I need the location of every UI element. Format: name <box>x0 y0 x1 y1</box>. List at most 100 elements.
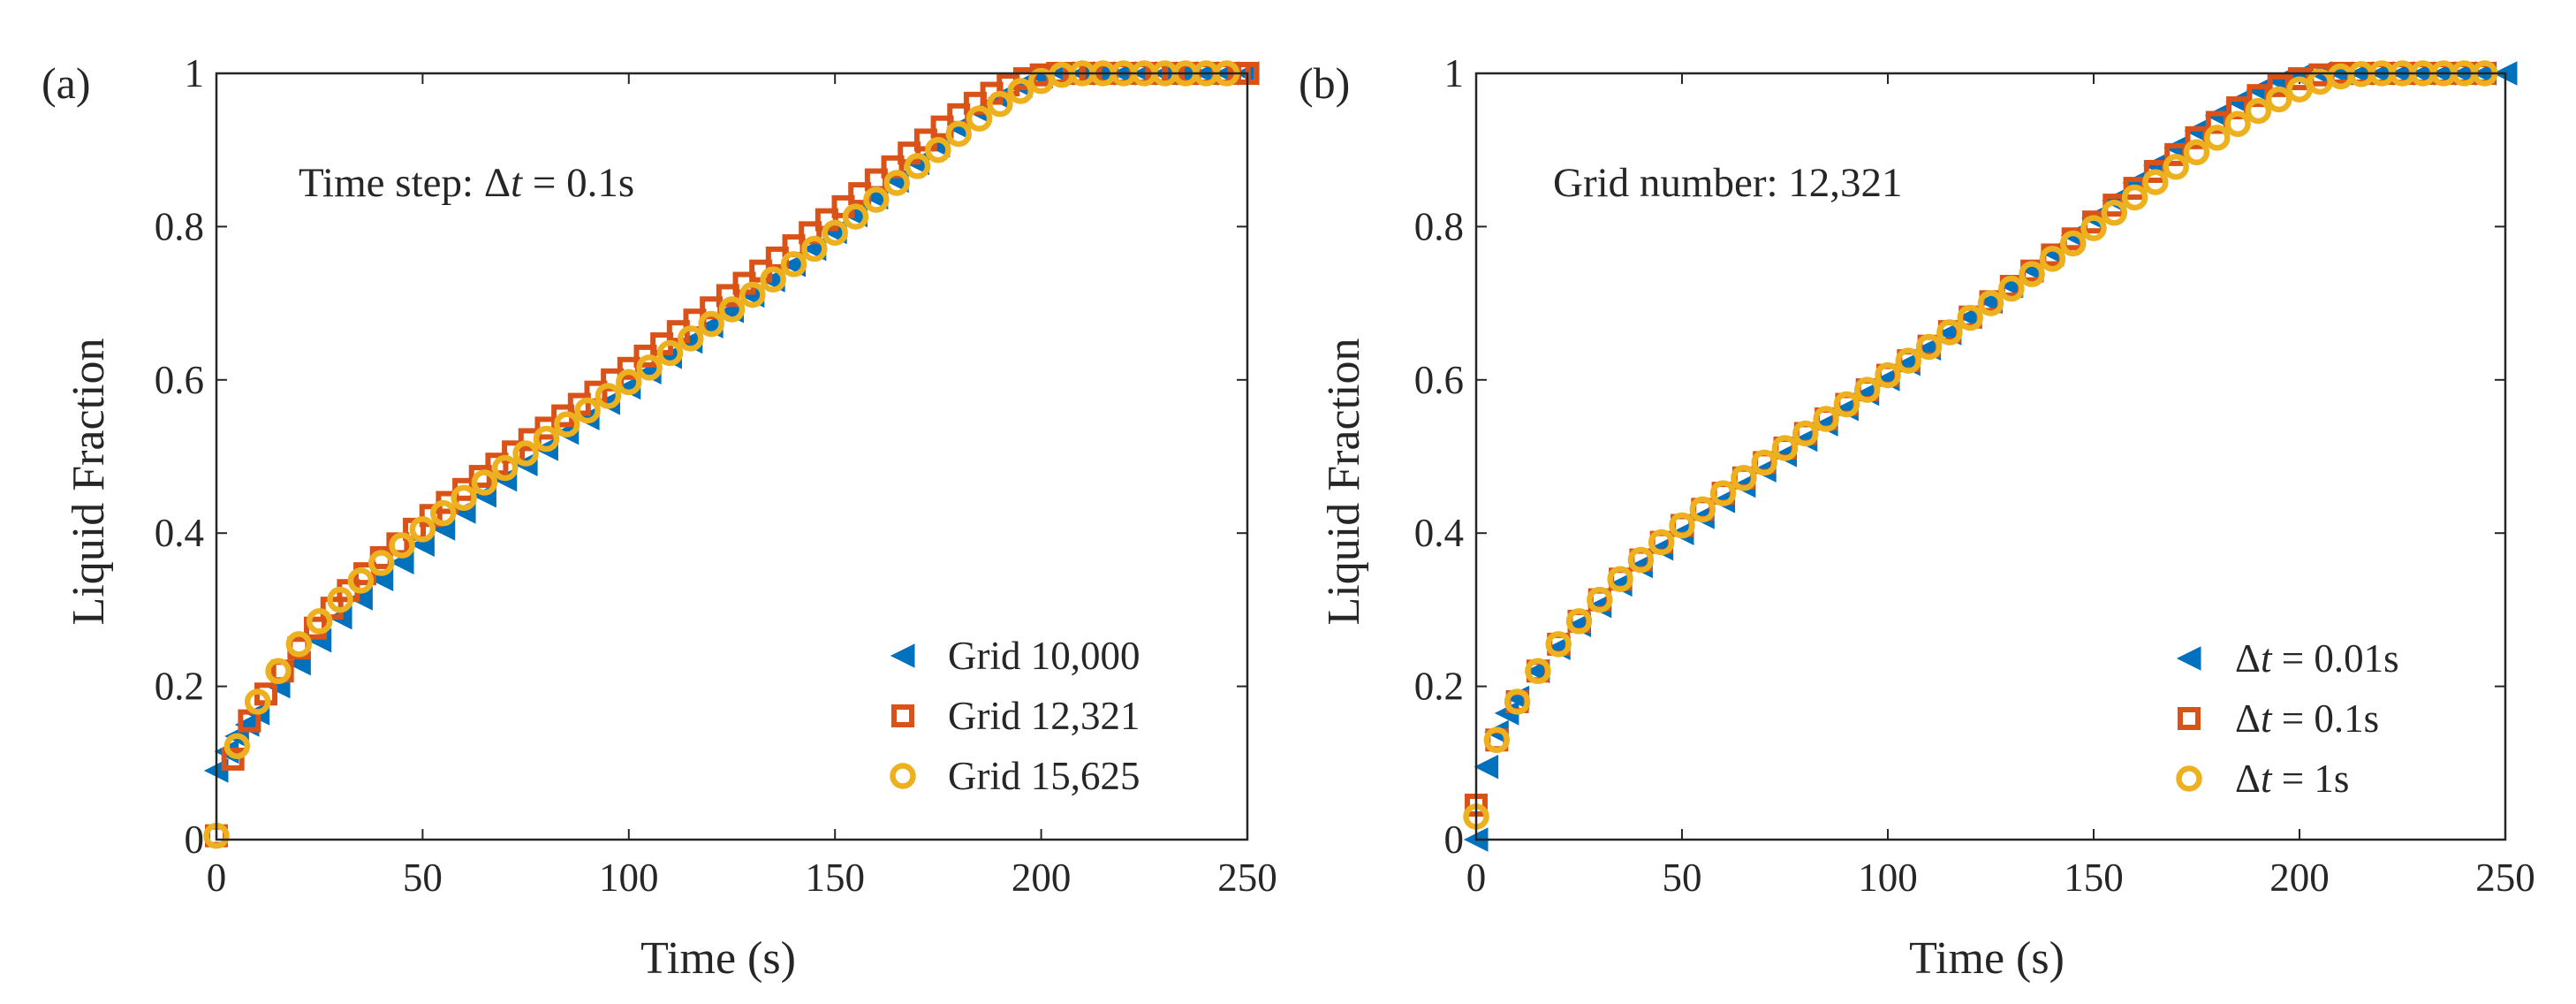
x-tick-label: 150 <box>2064 856 2124 900</box>
circle-marker <box>1607 566 1633 592</box>
circle-marker <box>429 499 457 527</box>
circle-marker <box>327 586 353 613</box>
triangle-marker <box>2176 646 2201 671</box>
circle-marker <box>492 454 519 482</box>
panel-a-xlabel: Time (s) <box>640 933 796 984</box>
circle-marker <box>2183 139 2210 166</box>
panel-a-label: (a) <box>42 58 91 108</box>
legend-marker <box>890 763 916 789</box>
circle-marker <box>1875 361 1901 389</box>
square-marker <box>2178 707 2201 730</box>
circle-marker <box>1771 435 1799 461</box>
legend-entry: Grid 12,321 <box>891 694 1140 738</box>
legend-label: Grid 12,321 <box>948 694 1140 738</box>
legend-value: = 0.1s <box>2271 696 2379 741</box>
circle-marker <box>780 251 807 278</box>
circle-marker <box>1936 319 1963 346</box>
panel-a-y-ticks: 0 0.2 0.4 0.6 0.8 1 <box>155 51 204 862</box>
x-tick-label: 100 <box>1858 856 1918 900</box>
legend-var: t <box>2261 696 2273 741</box>
circle-marker <box>1813 406 1839 432</box>
circle-marker <box>2059 230 2087 257</box>
x-tick-label: 50 <box>1663 856 1702 900</box>
series-circle <box>1463 60 2498 830</box>
panel-a-annotation-value: = 0.1s <box>522 160 634 206</box>
circle-marker <box>1895 347 1922 374</box>
circle-marker <box>2121 184 2148 211</box>
legend-entry: Grid 10,000 <box>890 634 1140 678</box>
circle-marker <box>2265 86 2292 113</box>
circle-marker <box>574 397 601 424</box>
legend-marker <box>2176 765 2202 792</box>
circle-marker <box>1565 608 1593 635</box>
circle-marker <box>616 369 642 396</box>
circle-marker <box>1648 529 1675 556</box>
triangle-marker <box>890 643 915 668</box>
circle-marker <box>966 105 993 132</box>
triangle-marker <box>1474 754 1499 780</box>
circle-marker <box>2176 765 2202 792</box>
circle-marker <box>863 186 890 213</box>
circle-marker <box>224 733 251 759</box>
circle-marker <box>925 136 951 164</box>
series-circle <box>203 60 1240 849</box>
circle-marker <box>1669 512 1695 539</box>
circle-marker <box>2245 97 2272 125</box>
y-tick-label: 0.2 <box>155 665 204 709</box>
panel-b-legend: Δt = 0.01s Δt = 0.1s Δt = 1s <box>2176 636 2399 801</box>
panel-a-annotation-prefix: Time step: <box>299 160 484 206</box>
legend-entry: Grid 15,625 <box>890 754 1140 798</box>
legend-marker <box>891 704 914 727</box>
y-tick-label: 0.4 <box>1414 511 1464 555</box>
legend-entry: Δt = 0.01s <box>2176 636 2399 681</box>
circle-marker <box>890 763 916 789</box>
circle-marker <box>471 469 498 496</box>
legend-label: Grid 15,625 <box>948 754 1140 798</box>
circle-marker <box>1998 275 2025 302</box>
circle-marker <box>636 354 663 381</box>
panel-b-annotation: Grid number: 12,321 <box>1553 160 1903 206</box>
y-tick-label: 0 <box>1444 818 1465 862</box>
legend-value: = 1s <box>2271 757 2349 801</box>
legend-var: t <box>2261 636 2273 681</box>
legend-delta: Δ <box>2235 757 2261 801</box>
circle-marker <box>1853 376 1881 403</box>
legend-label: Grid 10,000 <box>948 634 1140 678</box>
legend-marker <box>2178 707 2201 730</box>
circle-marker <box>678 325 704 352</box>
circle-marker <box>1751 449 1777 476</box>
panel-a: (a) Liquid Fraction Time (s) Time step: … <box>42 51 1277 984</box>
circle-marker <box>1915 333 1943 361</box>
legend-marker <box>890 643 915 668</box>
circle-marker <box>1977 290 2004 316</box>
circle-marker <box>1483 726 1511 754</box>
circle-marker <box>409 516 436 543</box>
circle-marker <box>822 219 848 247</box>
x-tick-label: 250 <box>1217 856 1277 900</box>
circle-marker <box>698 310 724 338</box>
legend-label: Δt = 0.01s <box>2235 636 2399 681</box>
legend-var: t <box>2261 757 2273 801</box>
circle-marker <box>2224 110 2251 137</box>
circle-marker <box>2163 154 2189 180</box>
circle-marker <box>1587 586 1613 613</box>
circle-marker <box>306 608 333 635</box>
y-tick-label: 0.6 <box>155 358 204 402</box>
legend-label: Δt = 1s <box>2235 757 2349 801</box>
legend-entry: Δt = 0.1s <box>2178 696 2379 741</box>
panel-a-legend: Grid 10,000 Grid 12,321 Grid 15,625 <box>890 634 1140 798</box>
x-tick-label: 50 <box>403 856 443 900</box>
circle-marker <box>1545 631 1572 658</box>
circle-marker <box>760 266 786 293</box>
circle-marker <box>945 120 972 148</box>
panel-a-annotation-delta: Δ <box>484 160 511 206</box>
panel-b-x-ticks: 0 50 100 150 200 250 <box>1466 856 2535 900</box>
circle-marker <box>2080 215 2107 241</box>
circle-marker <box>904 153 931 179</box>
circle-marker <box>554 411 580 437</box>
circle-marker <box>987 90 1013 118</box>
circle-marker <box>2039 246 2066 272</box>
y-tick-label: 0.2 <box>1414 665 1464 709</box>
circle-marker <box>451 484 477 512</box>
